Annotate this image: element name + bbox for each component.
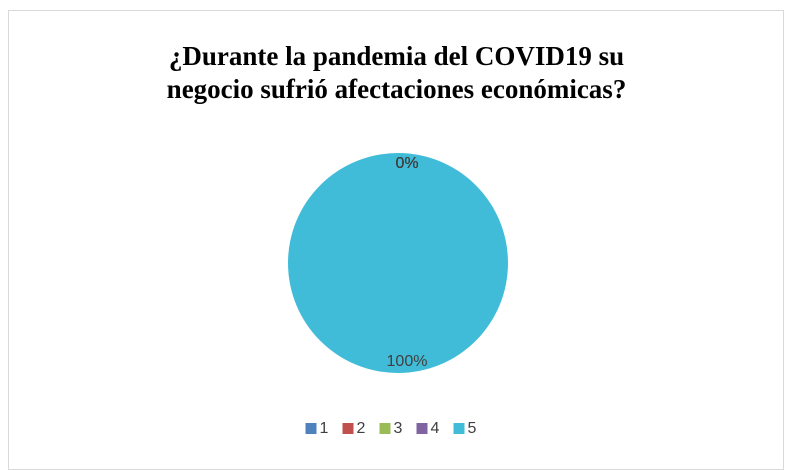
- data-label: 0%: [395, 155, 418, 172]
- legend-label: 5: [468, 420, 477, 437]
- legend-swatch: [379, 423, 391, 434]
- legend-swatch: [416, 423, 428, 434]
- legend-label: 3: [394, 420, 403, 437]
- chart: 0%0%0%0%100%1 2 3 4 5: [288, 153, 508, 437]
- chart-title: ¿Durante la pandemia del COVID19 su nego…: [166, 41, 627, 104]
- legend-label: 2: [357, 420, 366, 437]
- data-label: 0%: [395, 155, 418, 172]
- data-label: 100%: [387, 353, 428, 370]
- legend-swatch: [453, 423, 465, 434]
- title-box: ¿Durante la pandemia del COVID19 su nego…: [0, 40, 793, 106]
- page: {"chart_data": {"type": "pie", "title": …: [0, 10, 793, 470]
- legend-swatch: [342, 423, 354, 434]
- legend-swatch: [305, 423, 317, 434]
- legend-label: 1: [320, 420, 329, 437]
- data-label: 0%: [395, 155, 418, 172]
- legend-label: 4: [431, 420, 440, 437]
- pie-slice: [288, 153, 508, 373]
- data-label: 0%: [395, 155, 418, 172]
